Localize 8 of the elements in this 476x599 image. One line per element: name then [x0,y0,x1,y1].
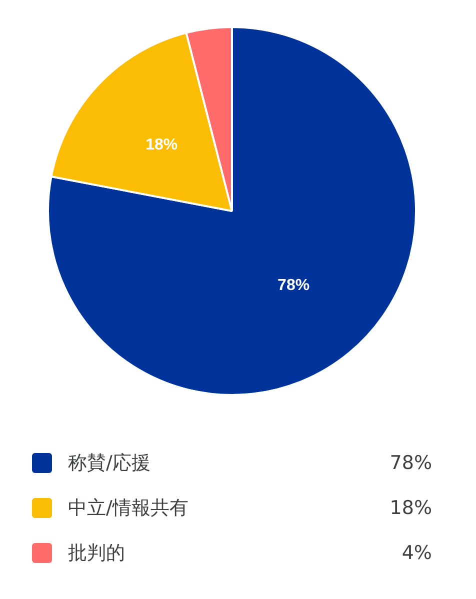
data-label: 4% [402,542,432,564]
data-label: 18% [146,136,178,154]
legend-label: 批判的 [68,540,126,566]
legend-label: 称賛/応援 [68,450,152,476]
data-label: 78% [278,276,310,294]
text: 18% [390,496,432,518]
text: 78% [390,452,432,474]
legend-label: 中立/情報共有 [68,496,190,520]
